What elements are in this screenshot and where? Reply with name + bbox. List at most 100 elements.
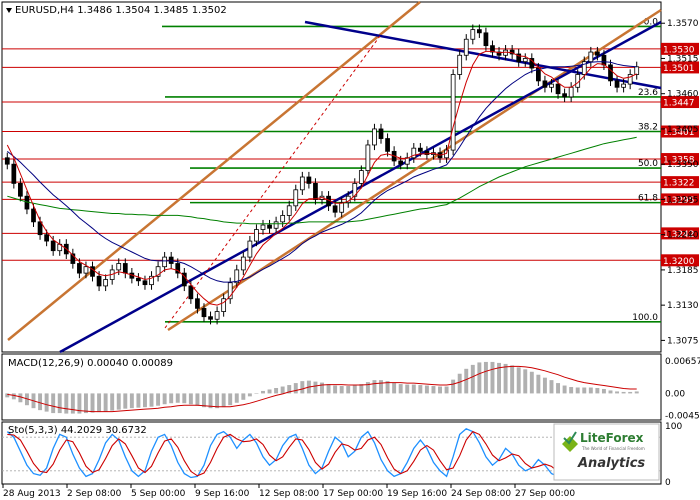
macd-histogram-bar xyxy=(477,362,482,394)
time-tick-label: 24 Sep 08:00 xyxy=(451,489,511,499)
level-price-label: 1.3200 xyxy=(663,257,695,267)
macd-histogram-bar xyxy=(503,363,508,394)
ma-red-line xyxy=(6,50,637,306)
macd-histogram-bar xyxy=(215,393,220,409)
candle-body xyxy=(149,275,154,286)
liteforex-logo: LiteForex The World of Financial Freedom… xyxy=(553,423,660,481)
chart-title: EURUSD,H4 1.3486 1.3504 1.3485 1.3502 xyxy=(15,5,227,16)
macd-histogram-bar xyxy=(38,393,43,411)
macd-histogram-bar xyxy=(44,393,49,412)
macd-histogram-bar xyxy=(497,362,501,394)
macd-histogram-bar xyxy=(110,393,115,411)
price-tick-label: 1.3350 xyxy=(667,160,699,170)
macd-histogram-bar xyxy=(274,388,279,394)
level-price-box xyxy=(661,42,699,55)
candle-body xyxy=(555,83,561,95)
candle-body xyxy=(175,263,181,274)
candle-body xyxy=(50,240,56,252)
level-price-box xyxy=(661,153,699,166)
logo-tagline: The World of Financial Freedom xyxy=(581,446,645,451)
macd-histogram-bar xyxy=(162,393,167,405)
candle-body xyxy=(365,144,371,171)
candle-body xyxy=(358,170,364,184)
macd-histogram-bar xyxy=(359,384,364,394)
macd-histogram-bar xyxy=(51,393,56,414)
macd-histogram-bar xyxy=(457,373,462,394)
level-price-label: 1.3322 xyxy=(663,179,695,189)
candle-body xyxy=(234,269,240,284)
trend-resistance-line xyxy=(304,20,662,90)
macd-histogram-bar xyxy=(523,369,528,394)
candle-body xyxy=(313,183,318,200)
trend-support-line xyxy=(59,20,662,354)
candle-body xyxy=(168,256,174,264)
fib-anchor-line xyxy=(164,35,381,329)
candle-body xyxy=(18,183,23,197)
stoch-panel xyxy=(1,421,662,485)
candle-body xyxy=(142,280,148,286)
candle-body xyxy=(595,51,600,56)
macd-histogram-bar xyxy=(490,361,495,394)
candle-body xyxy=(208,316,213,320)
macd-histogram-bar xyxy=(405,384,410,394)
ma-green-line xyxy=(7,136,637,225)
macd-histogram-bar xyxy=(556,383,561,394)
candle-body xyxy=(522,58,528,63)
macd-histogram-bar xyxy=(595,388,600,394)
macd-histogram-bar xyxy=(542,377,547,394)
candle-body xyxy=(267,224,272,229)
candle-body xyxy=(411,147,417,159)
candle-body xyxy=(588,51,594,63)
candle-body xyxy=(280,215,286,223)
candle-body xyxy=(621,83,626,88)
candle-body xyxy=(496,51,502,56)
candle-body xyxy=(424,150,430,155)
candle-body xyxy=(529,58,535,69)
macd-histogram-bar xyxy=(123,393,128,409)
level-price-label: 1.3295 xyxy=(663,196,695,206)
candle-body xyxy=(483,32,489,47)
candle-body xyxy=(155,266,161,277)
macd-histogram-bar xyxy=(411,384,416,394)
macd-histogram-bar xyxy=(529,371,534,394)
macd-histogram-bar xyxy=(615,391,620,394)
macd-histogram-bar xyxy=(365,382,370,394)
time-tick-label: 19 Sep 16:00 xyxy=(387,489,447,499)
macd-histogram-bar xyxy=(438,386,442,394)
macd-histogram-bar xyxy=(175,393,180,403)
candle-body xyxy=(273,221,279,229)
candle-body xyxy=(516,53,522,63)
macd-histogram-bar xyxy=(90,393,95,413)
macd-histogram-bar xyxy=(582,387,587,394)
macd-histogram-bar xyxy=(241,393,246,400)
macd-histogram-bar xyxy=(372,380,377,394)
macd-histogram-bar xyxy=(392,382,397,394)
price-tick-label: 1.3075 xyxy=(667,336,699,346)
time-tick-label: 2 Sep 08:00 xyxy=(67,489,122,499)
candle-body xyxy=(601,54,607,66)
macd-panel xyxy=(1,353,662,421)
time-tick-label: 12 Sep 08:00 xyxy=(259,489,319,499)
candle-body xyxy=(260,224,266,230)
candle-body xyxy=(195,298,200,309)
macd-histogram-bar xyxy=(228,393,233,406)
macd-histogram-bar xyxy=(182,393,187,404)
macd-histogram-bar xyxy=(444,386,449,394)
macd-histogram-bar xyxy=(195,393,200,406)
macd-histogram-bar xyxy=(470,364,475,394)
macd-histogram-bar xyxy=(451,379,456,394)
level-price-box xyxy=(661,227,699,240)
candle-body xyxy=(162,256,168,268)
fib-level-label: 38.2 xyxy=(638,123,658,133)
macd-histogram-bar xyxy=(536,374,541,394)
macd-histogram-bar xyxy=(569,387,574,394)
candle-body xyxy=(11,163,17,184)
candle-body xyxy=(83,266,89,274)
level-price-label: 1.3530 xyxy=(663,45,695,55)
time-tick-label: 5 Sep 00:00 xyxy=(131,489,186,499)
macd-histogram-bar xyxy=(103,393,108,412)
candle-body xyxy=(339,202,345,213)
candle-body xyxy=(221,298,227,312)
candle-body xyxy=(37,221,43,236)
candle-body xyxy=(581,61,587,75)
